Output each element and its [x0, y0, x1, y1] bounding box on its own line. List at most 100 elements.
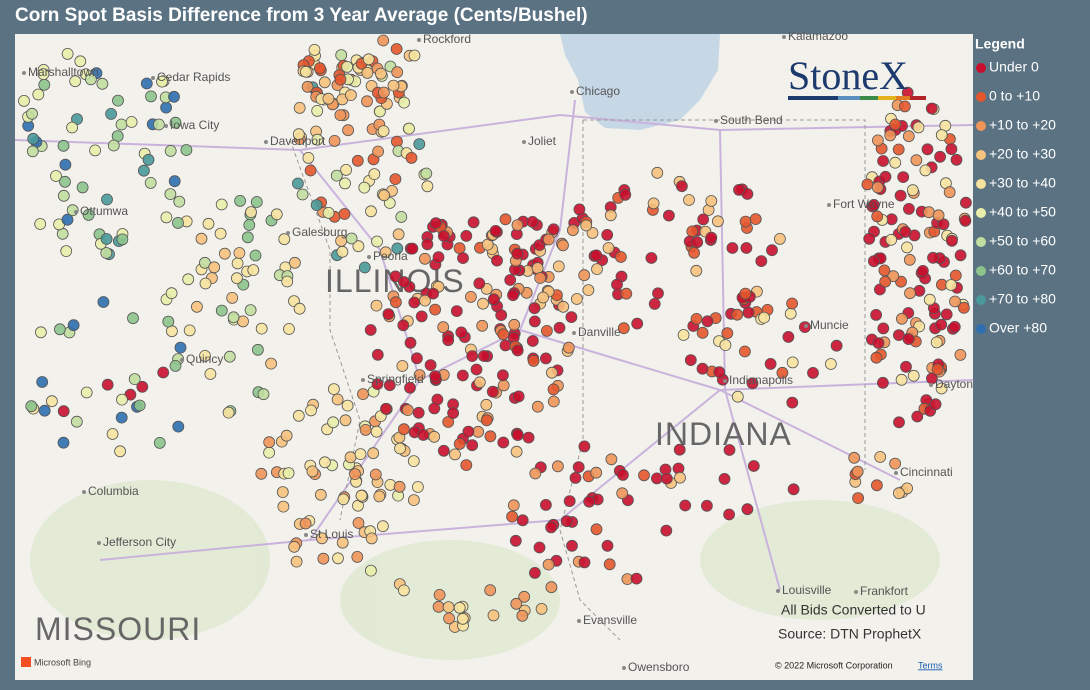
- bid-point: [531, 262, 544, 275]
- bid-point: [137, 164, 150, 177]
- bid-point: [106, 428, 119, 440]
- bid-point: [432, 600, 445, 613]
- bid-point: [450, 305, 463, 318]
- city-marker: [827, 203, 831, 207]
- city-marker: [577, 619, 581, 623]
- bid-point: [676, 180, 688, 193]
- bid-point: [128, 373, 141, 386]
- bid-point: [489, 224, 502, 237]
- bid-point: [690, 312, 703, 325]
- city-label: Dayton: [935, 377, 973, 391]
- bid-point: [911, 410, 924, 423]
- terms-link[interactable]: Terms: [918, 660, 943, 670]
- bid-point: [560, 515, 573, 528]
- bid-point: [328, 134, 341, 147]
- bid-point: [306, 465, 319, 478]
- bid-point: [590, 523, 603, 536]
- bid-point: [160, 101, 173, 114]
- bing-logo: [21, 657, 31, 667]
- bid-point: [168, 175, 181, 188]
- bid-point: [245, 206, 257, 219]
- bid-point: [902, 130, 915, 143]
- bid-point: [497, 328, 510, 341]
- bid-point: [871, 479, 883, 492]
- bid-point: [168, 90, 180, 103]
- bid-point: [723, 444, 736, 456]
- bid-point: [506, 510, 518, 523]
- bid-point: [281, 275, 294, 288]
- bid-point: [566, 539, 578, 552]
- bid-point: [371, 235, 383, 248]
- bid-point: [603, 558, 616, 571]
- bid-point: [456, 612, 469, 625]
- bid-point: [190, 300, 203, 313]
- city-label: Quincy: [186, 352, 223, 366]
- bid-point: [359, 423, 372, 436]
- bid-point: [89, 144, 101, 157]
- bid-point: [344, 451, 357, 464]
- bid-point: [107, 139, 120, 152]
- bid-point: [127, 312, 139, 325]
- bid-point: [243, 219, 256, 231]
- bid-point: [162, 315, 175, 328]
- bid-point: [937, 218, 950, 231]
- bid-point: [112, 94, 124, 107]
- bid-point: [27, 132, 40, 145]
- bid-point: [948, 320, 961, 333]
- city-marker: [522, 140, 526, 144]
- bid-point: [534, 272, 547, 284]
- bid-point: [547, 395, 560, 408]
- city-marker: [264, 140, 268, 144]
- bid-point: [299, 517, 312, 530]
- legend: Under 0 0 to +10 +10 to +20 +20 to +30 +30 t…: [976, 59, 1056, 336]
- bid-point: [872, 134, 884, 147]
- bid-point: [233, 247, 246, 259]
- bid-point: [935, 129, 948, 142]
- bid-point: [401, 404, 414, 417]
- bid-point: [145, 90, 157, 103]
- bid-point: [473, 277, 486, 290]
- bid-point: [535, 603, 548, 615]
- bid-point: [739, 215, 752, 228]
- bid-point: [67, 319, 80, 332]
- bid-point: [429, 370, 442, 383]
- bid-point: [545, 581, 558, 594]
- bid-point: [848, 451, 861, 464]
- bid-point: [529, 567, 541, 579]
- bid-point: [404, 381, 416, 394]
- bid-point: [25, 400, 38, 413]
- bid-point: [590, 466, 603, 479]
- bid-point: [480, 398, 493, 411]
- bid-point: [591, 263, 603, 276]
- bid-point: [365, 205, 377, 218]
- bid-point: [900, 360, 912, 373]
- city-label: Cincinnati: [900, 465, 953, 479]
- bid-points: [18, 34, 972, 633]
- bid-point: [345, 232, 358, 245]
- city-marker: [570, 90, 574, 94]
- bid-point: [510, 597, 523, 610]
- bid-point: [437, 230, 450, 242]
- bid-point: [331, 393, 344, 406]
- copyright: © 2022 Microsoft Corporation: [775, 660, 893, 670]
- bid-point: [407, 494, 420, 507]
- legend-label: +50 to +60: [989, 233, 1056, 249]
- bid-point: [349, 468, 361, 481]
- bid-point: [892, 143, 905, 156]
- city-label: Columbia: [88, 484, 139, 498]
- bid-point: [884, 129, 897, 142]
- bid-point: [897, 171, 910, 184]
- city-marker: [367, 255, 371, 259]
- bid-point: [378, 189, 391, 202]
- bid-point: [322, 206, 335, 219]
- bid-point: [222, 406, 235, 419]
- bid-point: [403, 122, 415, 135]
- bid-point: [578, 269, 591, 282]
- bid-point: [674, 471, 686, 484]
- bid-point: [903, 253, 916, 266]
- bid-point: [511, 219, 524, 232]
- bid-point: [330, 169, 343, 182]
- bid-point: [391, 66, 404, 79]
- city-label: Joliet: [528, 134, 557, 148]
- city-marker: [22, 71, 26, 75]
